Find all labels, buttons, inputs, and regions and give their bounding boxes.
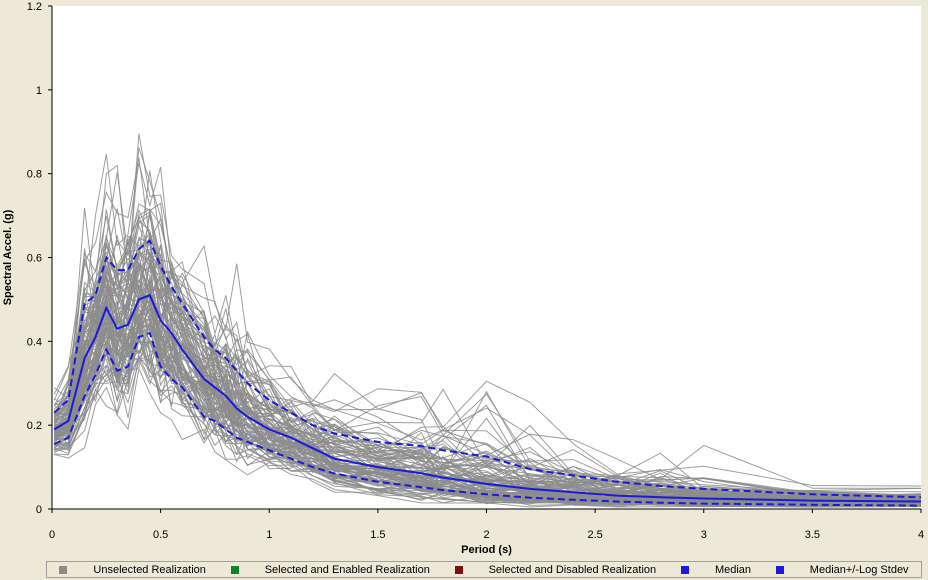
legend: Unselected Realization Selected and Enab… bbox=[46, 561, 922, 578]
x-tick-label: 3.5 bbox=[805, 529, 820, 541]
realization-line bbox=[54, 325, 922, 507]
realization-line bbox=[54, 367, 922, 508]
legend-swatch bbox=[230, 565, 239, 574]
y-tick-label: 1 bbox=[36, 85, 42, 97]
y-tick-label: 0.4 bbox=[27, 336, 42, 348]
y-tick-label: 0.8 bbox=[27, 169, 42, 181]
realization-line bbox=[54, 340, 922, 506]
x-tick-label: 0.5 bbox=[153, 529, 168, 541]
x-tick-label: 3 bbox=[701, 529, 707, 541]
legend-swatch bbox=[775, 565, 784, 574]
y-tick-label: 0.2 bbox=[27, 420, 42, 432]
realization-line bbox=[54, 333, 922, 506]
realization-line bbox=[53, 209, 922, 496]
median-log-stdev-line bbox=[53, 239, 922, 499]
median-log-stdev-line bbox=[53, 331, 922, 507]
x-tick-label: 4 bbox=[918, 529, 924, 541]
x-tick-label: 2.5 bbox=[587, 529, 602, 541]
x-tick-label: 1.5 bbox=[370, 529, 385, 541]
legend-swatch bbox=[59, 565, 68, 574]
realization-line bbox=[54, 272, 922, 504]
legend-label: Selected and Enabled Realization bbox=[264, 563, 430, 576]
legend-label: Selected and Disabled Realization bbox=[488, 563, 657, 576]
legend-swatch bbox=[680, 565, 689, 574]
x-tick-label: 0 bbox=[49, 529, 55, 541]
realization-line bbox=[54, 208, 922, 500]
realization-line bbox=[53, 208, 922, 498]
realization-line bbox=[53, 147, 922, 492]
legend-item-unselected: Unselected Realization bbox=[59, 564, 206, 576]
y-axis-title: Spectral Accel. (g) bbox=[2, 209, 14, 305]
x-tick-label: 1 bbox=[266, 529, 272, 541]
legend-item-selected-disabled: Selected and Disabled Realization bbox=[454, 563, 657, 576]
realization-line bbox=[53, 304, 922, 504]
legend-swatch bbox=[454, 565, 463, 574]
legend-item-median: Median bbox=[680, 563, 752, 576]
legend-label: Median bbox=[714, 563, 752, 576]
y-tick-label: 1.2 bbox=[27, 1, 42, 13]
realization-line bbox=[53, 338, 922, 507]
median-line bbox=[53, 293, 922, 503]
legend-item-selected-enabled: Selected and Enabled Realization bbox=[230, 563, 430, 576]
realization-line bbox=[53, 262, 922, 506]
legend-item-median-stdev: Median+/-Log Stdev bbox=[775, 563, 909, 576]
realization-line bbox=[53, 210, 922, 499]
realization-line bbox=[53, 236, 922, 503]
realization-line bbox=[54, 357, 922, 507]
realization-line bbox=[53, 202, 922, 501]
y-tick-label: 0.6 bbox=[27, 253, 42, 265]
realization-line bbox=[53, 297, 922, 505]
plot-area bbox=[52, 6, 921, 509]
realization-line bbox=[53, 257, 922, 500]
y-tick-label: 0 bbox=[36, 504, 42, 516]
legend-label: Unselected Realization bbox=[93, 563, 206, 576]
x-tick-label: 2 bbox=[483, 529, 489, 541]
legend-label: Median+/-Log Stdev bbox=[809, 563, 909, 576]
realization-line bbox=[53, 153, 922, 487]
x-axis-title: Period (s) bbox=[461, 544, 512, 556]
